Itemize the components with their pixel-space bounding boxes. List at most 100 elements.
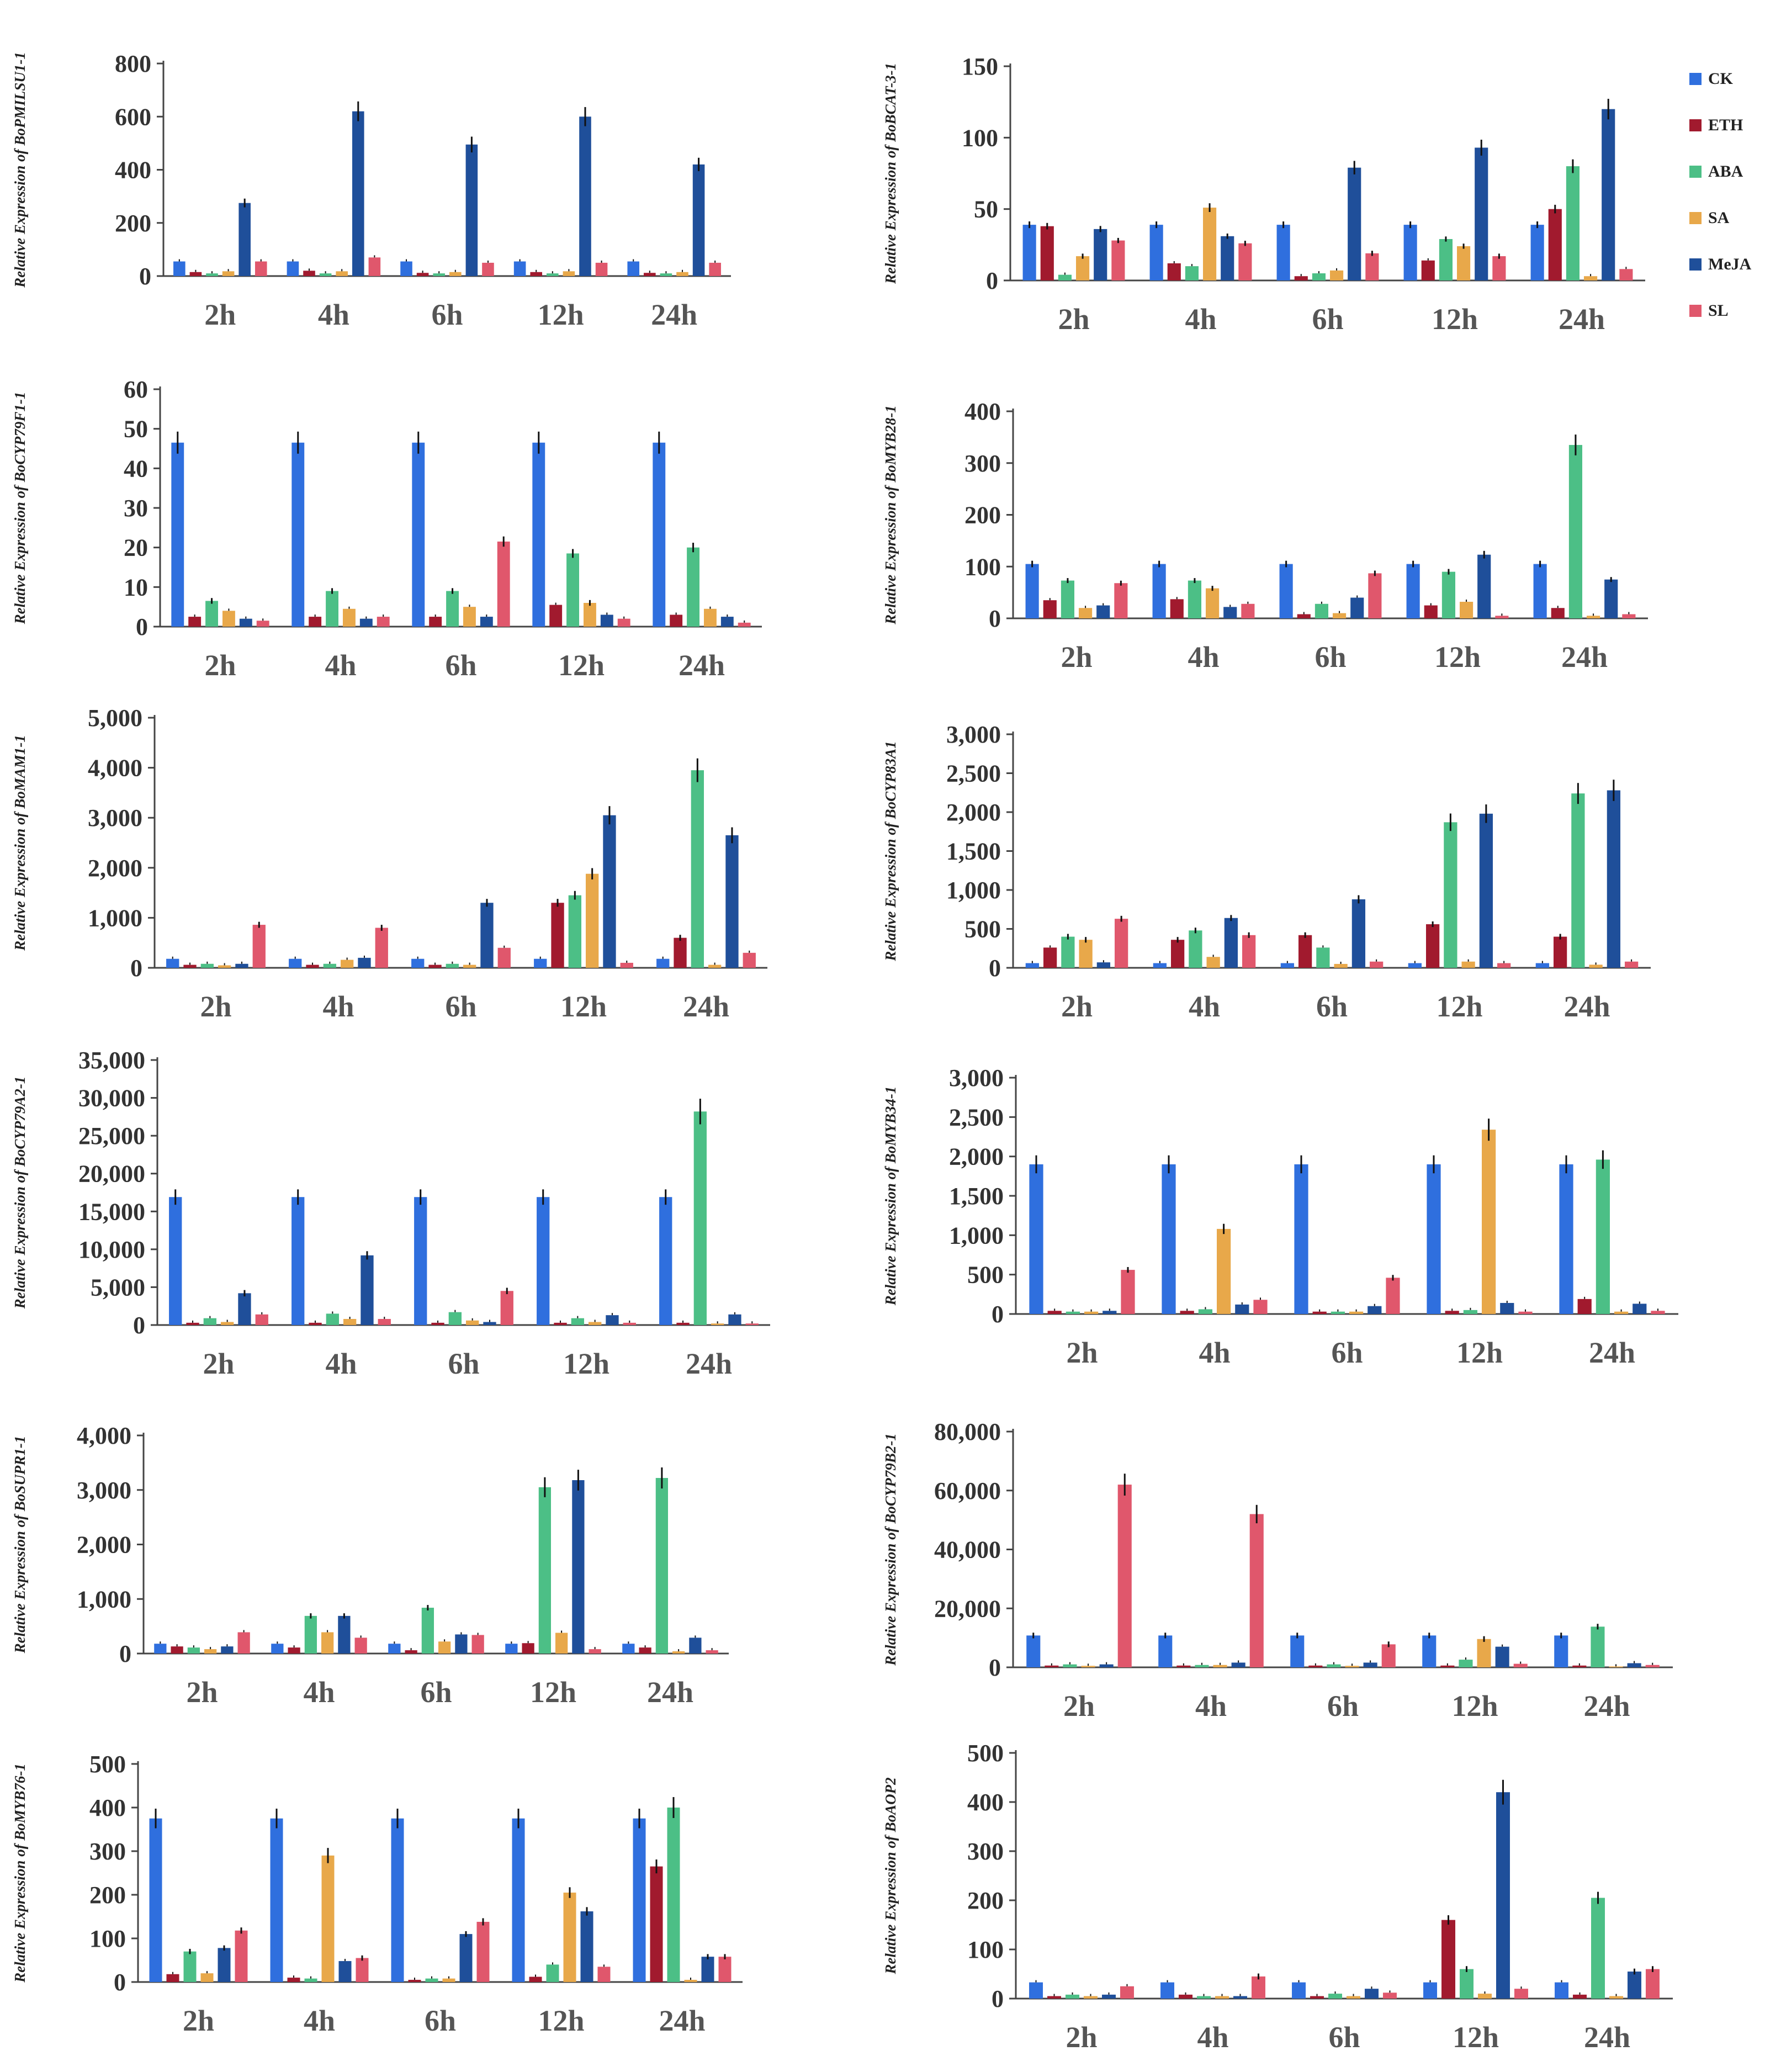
bar-aba	[1189, 930, 1202, 968]
bar-meja	[1224, 918, 1238, 968]
bar-sl	[623, 1322, 636, 1325]
bar-ck	[1294, 1164, 1308, 1314]
bar-meja	[1475, 147, 1488, 280]
bar-ck	[622, 1644, 635, 1654]
bar-meja	[692, 164, 705, 276]
y-tick-label: 400	[967, 1789, 1004, 1816]
bar-eth	[1170, 599, 1184, 618]
bar-eth	[1176, 1665, 1191, 1667]
y-tick-label: 1,000	[946, 877, 1001, 904]
bar-sl	[1625, 961, 1639, 968]
bar-aba	[319, 273, 332, 276]
y-tick-label: 4,000	[88, 755, 142, 782]
y-tick-label: 0	[133, 1312, 145, 1339]
bar-sl	[1386, 1278, 1400, 1314]
bar-aba	[1328, 1994, 1342, 1999]
y-tick-label: 800	[115, 50, 151, 77]
bar-aba	[1058, 274, 1072, 280]
y-tick-label: 0	[992, 1301, 1004, 1328]
bar-sa	[1215, 1996, 1229, 1999]
x-tick-label: 2h	[204, 649, 236, 682]
x-tick-label: 12h	[530, 1676, 576, 1709]
bar-meja	[579, 116, 591, 276]
y-tick-label: 500	[967, 1262, 1004, 1289]
bar-sl	[1619, 269, 1633, 280]
chart-panel: 0 1,000 2,000 3,000 4,000 5,000 Relative Expre…	[12, 704, 767, 1023]
bar-ck	[1555, 1982, 1569, 1999]
bar-meja	[1221, 236, 1234, 280]
bar-ck	[1029, 1164, 1043, 1314]
x-tick-label: 4h	[1199, 1336, 1230, 1369]
bar-sl	[1514, 1989, 1528, 1999]
bar-ck	[656, 958, 670, 968]
bar-aba	[200, 963, 214, 968]
bar-ck	[166, 958, 179, 968]
bar-eth	[1298, 935, 1312, 968]
x-tick-label: 24h	[1584, 2021, 1630, 2054]
bar-eth	[189, 272, 202, 276]
x-tick-label: 4h	[303, 1676, 335, 1709]
bar-sa	[321, 1855, 335, 1982]
bar-ck	[1160, 1982, 1175, 1999]
bar-sa	[222, 271, 235, 276]
bar-sl	[1117, 1485, 1132, 1667]
bar-eth	[1441, 1920, 1456, 1999]
bar-meja	[361, 1255, 374, 1325]
bar-meja	[1096, 605, 1110, 618]
bar-sa	[1079, 940, 1093, 968]
x-tick-label: 24h	[651, 298, 697, 331]
y-tick-label: 200	[964, 502, 1001, 529]
bar-sa	[1203, 208, 1217, 280]
bar-eth	[522, 1643, 534, 1654]
bar-aba	[1568, 444, 1582, 618]
bar-eth	[674, 937, 687, 968]
y-tick-label: 50	[124, 416, 148, 443]
y-tick-label: 20,000	[78, 1160, 145, 1188]
bar-aba	[1063, 1664, 1077, 1667]
bar-sa	[1457, 246, 1471, 280]
y-tick-label: 15,000	[78, 1198, 145, 1225]
bar-sa	[1478, 1994, 1492, 1999]
x-tick-label: 12h	[1453, 2021, 1499, 2054]
bar-meja	[483, 1322, 496, 1325]
bar-sa	[221, 1322, 234, 1325]
bar-sa	[1587, 616, 1600, 618]
bar-aba	[425, 1978, 438, 1982]
x-tick-label: 12h	[563, 1347, 609, 1380]
bar-eth	[670, 614, 683, 627]
bar-meja	[1477, 554, 1491, 618]
bar-meja	[701, 1957, 714, 1982]
bar-eth	[1577, 1299, 1592, 1314]
bar-sa	[1345, 1666, 1359, 1667]
bar-eth	[1312, 1311, 1327, 1314]
bar-aba	[1460, 1969, 1474, 1999]
bar-sl	[1492, 256, 1506, 280]
x-tick-label: 4h	[322, 990, 354, 1023]
x-tick-label: 12h	[560, 990, 607, 1023]
bar-meja	[725, 835, 739, 968]
bar-sa	[676, 272, 688, 276]
bar-aba	[1439, 239, 1453, 280]
bar-ck	[1162, 1164, 1176, 1314]
bar-ck	[537, 1197, 550, 1325]
legend-label: SL	[1708, 301, 1729, 320]
bar-sa	[1081, 1666, 1095, 1667]
bar-sl	[1241, 603, 1255, 618]
y-tick-label: 25,000	[78, 1122, 145, 1149]
bar-aba	[1566, 166, 1580, 280]
x-tick-label: 2h	[1058, 303, 1089, 336]
y-tick-label: 500	[964, 916, 1001, 943]
bar-meja	[689, 1638, 702, 1654]
x-tick-label: 6h	[1312, 303, 1343, 336]
x-tick-label: 4h	[1197, 2021, 1228, 2054]
bar-sl	[620, 962, 633, 968]
bar-sa	[1349, 1311, 1364, 1314]
bar-ck	[1152, 564, 1166, 618]
bar-meja	[1602, 109, 1615, 280]
y-tick-label: 100	[967, 1936, 1004, 1963]
bar-eth	[1179, 1994, 1193, 1999]
y-tick-label: 3,000	[77, 1477, 131, 1504]
bar-aba	[667, 1808, 680, 1982]
bar-ck	[149, 1818, 162, 1982]
x-tick-label: 24h	[679, 649, 725, 682]
